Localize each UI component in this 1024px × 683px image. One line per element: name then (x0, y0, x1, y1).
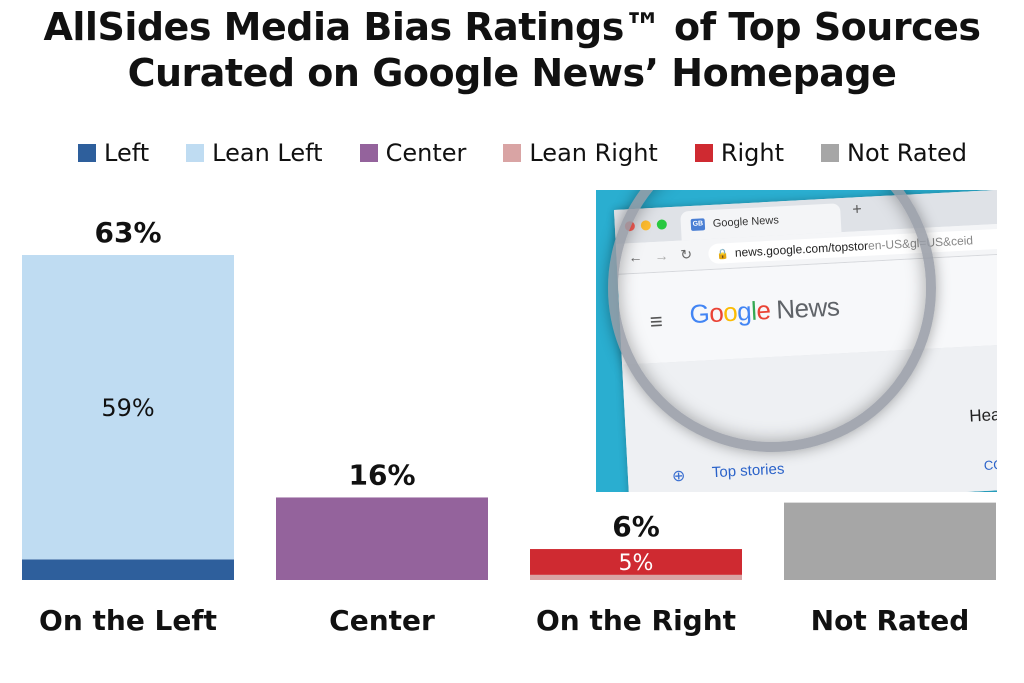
google-logo-letter: o (708, 297, 724, 329)
bar-on-the-right-lean-right (530, 574, 742, 580)
legend-label-not-rated: Not Rated (847, 139, 967, 167)
google-logo-letter: e (755, 294, 772, 326)
legend-item-not-rated: Not Rated (821, 139, 967, 167)
legend: Left Lean Left Center Lean Right Right Not Ra… (78, 139, 1024, 167)
legend-swatch-lean-left (186, 144, 205, 162)
browser-tab-title: Google News (712, 214, 780, 230)
total-label-on-the-right: 6% (612, 510, 660, 543)
google-logo-letter: g (736, 295, 752, 327)
google-logo-letter: o (722, 296, 738, 328)
bar-on-the-left-left (22, 559, 234, 580)
segment-label-on-the-left: 59% (101, 394, 154, 422)
lock-icon: 🔒 (716, 249, 730, 261)
legend-swatch-not-rated (821, 144, 840, 162)
window-close-dot (624, 220, 636, 232)
headlines-heading: Headl (968, 404, 997, 426)
url-text-tail: en-US&gl=US&ceid (867, 233, 974, 253)
window-minimize-dot (640, 220, 652, 231)
new-tab-plus-icon: + (851, 201, 863, 219)
google-logo-letter: G (688, 298, 711, 330)
reload-icon: ↻ (680, 245, 693, 263)
legend-swatch-lean-right (503, 144, 522, 162)
legend-label-left: Left (104, 139, 150, 167)
category-label-center: Center (329, 604, 435, 637)
bar-center-center (276, 497, 488, 580)
bar-on-the-left-lean-left (22, 255, 234, 560)
google-news-logo-news: News (775, 291, 841, 325)
forward-arrow-icon: → (654, 247, 669, 264)
total-label-center: 16% (348, 458, 415, 491)
hamburger-menu-icon: ≡ (649, 308, 664, 335)
total-label-on-the-left: 63% (94, 216, 161, 249)
legend-label-lean-left: Lean Left (212, 139, 323, 167)
bar-on-the-right-right (530, 549, 742, 575)
legend-item-lean-left: Lean Left (186, 139, 323, 167)
covid-link: COVI (983, 456, 997, 473)
back-arrow-icon: ← (628, 248, 643, 266)
chart-title-line-2: Curated on Google News’ Homepage (127, 51, 897, 95)
category-label-on-the-left: On the Left (39, 604, 217, 637)
legend-label-right: Right (720, 139, 785, 167)
legend-item-lean-right: Lean Right (503, 139, 658, 167)
bar-not-rated-not-rated (784, 502, 996, 580)
chart-title: AllSides Media Bias Ratings™ of Top Sour… (0, 0, 1024, 96)
window-maximize-dot (656, 219, 668, 230)
category-label-not-rated: Not Rated (811, 604, 970, 637)
google-wordmark: Google (689, 295, 771, 329)
top-stories-link: Top stories (711, 460, 785, 482)
legend-item-left: Left (78, 139, 149, 167)
google-news-body: ⊕ Top stories Headl COVI (622, 343, 997, 492)
legend-label-lean-right: Lean Right (529, 139, 658, 167)
google-news-favicon-icon: GB (690, 218, 706, 231)
category-label-on-the-right: On the Right (536, 604, 736, 637)
legend-item-right: Right (694, 139, 785, 167)
legend-swatch-right (694, 144, 713, 162)
legend-item-center: Center (359, 139, 467, 167)
legend-label-center: Center (385, 139, 467, 167)
legend-swatch-center (359, 144, 378, 162)
url-text: news.google.com/topstor (734, 238, 869, 260)
segment-label-on-the-right: 5% (619, 551, 654, 576)
google-news-logo: Google News (689, 291, 840, 330)
chart-title-line-1: AllSides Media Bias Ratings™ of Top Sour… (43, 5, 982, 49)
legend-swatch-left (78, 144, 96, 162)
google-news-screenshot: GB Google News + ← → ↻ 🔒 news.google.com/… (596, 190, 997, 492)
globe-icon: ⊕ (671, 467, 686, 486)
browser-window: GB Google News + ← → ↻ 🔒 news.google.com/… (614, 190, 997, 492)
